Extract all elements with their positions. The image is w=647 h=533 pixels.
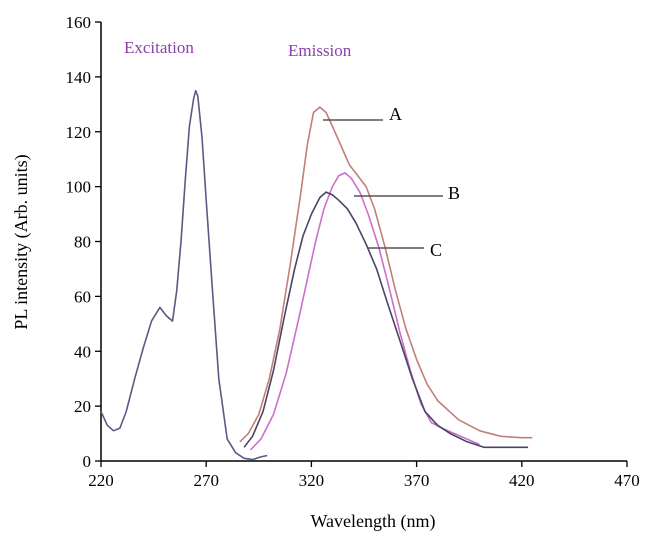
y-tick-label: 160 (66, 13, 92, 32)
y-tick-label: 60 (74, 287, 91, 306)
series-line-c (243, 191, 529, 449)
label-b-callout: B (354, 183, 460, 203)
y-tick-label: 40 (74, 342, 91, 361)
emission-annotation: Emission (288, 41, 352, 60)
x-tick-label: 470 (614, 471, 640, 490)
series-lines (100, 89, 533, 461)
x-axis-label: Wavelength (nm) (310, 511, 435, 532)
x-tick-label: 220 (88, 471, 114, 490)
y-tick-label: 20 (74, 397, 91, 416)
y-tick-label: 140 (66, 68, 92, 87)
tick-group: 0 20 40 60 80 100 120 140 160 220 270 320 370 420 470 (66, 13, 640, 490)
x-tick-label: 270 (193, 471, 219, 490)
x-tick-label: 420 (509, 471, 535, 490)
series-line-a (239, 106, 533, 443)
label-a-callout: A (323, 104, 402, 124)
series-label-b: B (448, 183, 460, 203)
y-tick-label: 120 (66, 123, 92, 142)
series-label-a: A (389, 104, 402, 124)
y-tick-label: 80 (74, 233, 91, 252)
x-tick-label: 370 (404, 471, 430, 490)
series-line-b (249, 172, 481, 451)
y-tick-label: 0 (83, 452, 92, 471)
series-label-c: C (430, 240, 442, 260)
label-c-callout: C (367, 240, 442, 260)
y-axis-label: PL intensity (Arb. units) (11, 154, 32, 329)
y-tick-label: 100 (66, 178, 92, 197)
excitation-annotation: Excitation (124, 38, 194, 57)
x-tick-label: 320 (299, 471, 325, 490)
series-line-excitation (100, 89, 268, 461)
